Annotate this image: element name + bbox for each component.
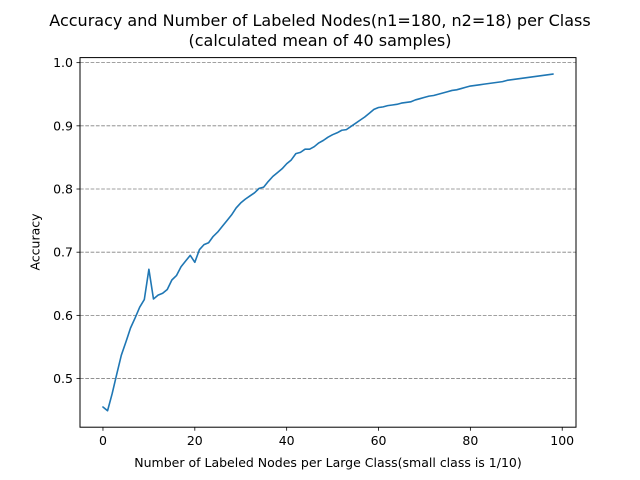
x-axis-label: Number of Labeled Nodes per Large Class(… xyxy=(134,455,522,470)
y-tick-label: 0.5 xyxy=(53,371,73,386)
chart-subtitle: (calculated mean of 40 samples) xyxy=(188,31,452,50)
series-line xyxy=(102,73,554,412)
plot-frame xyxy=(79,57,577,428)
chart-title: Accuracy and Number of Labeled Nodes(n1=… xyxy=(49,11,591,30)
y-tick-label: 1.0 xyxy=(53,55,73,70)
x-tick-label: 20 xyxy=(187,433,203,448)
x-tick-label: 0 xyxy=(99,433,107,448)
x-tick-label: 80 xyxy=(462,433,478,448)
y-tick-label: 0.6 xyxy=(53,308,73,323)
x-tick-label: 40 xyxy=(279,433,295,448)
y-tick-label: 0.7 xyxy=(53,245,73,260)
x-tick-label: 60 xyxy=(371,433,387,448)
x-tick-label: 100 xyxy=(550,433,574,448)
axis-ticks: 0.5 0.6 0.7 0.8 0.9 1.0 0 20 40 60 80 100 xyxy=(53,55,574,448)
series-layer xyxy=(102,73,554,412)
y-axis-label: Accuracy xyxy=(27,213,43,271)
y-tick-label: 0.8 xyxy=(53,182,73,197)
gridlines xyxy=(80,62,576,379)
y-tick-label: 0.9 xyxy=(53,118,73,133)
